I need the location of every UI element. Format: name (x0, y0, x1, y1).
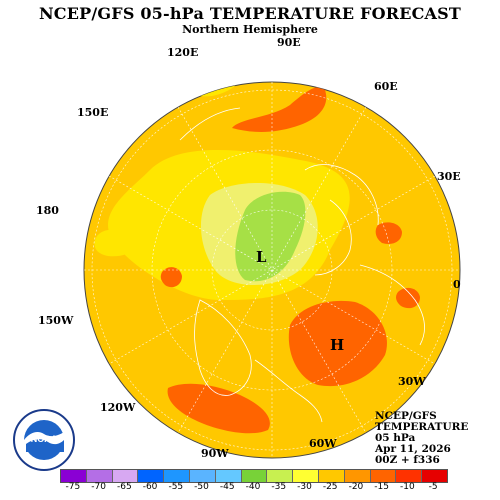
legend-swatch (241, 470, 268, 482)
legend-label: -20 (348, 482, 364, 492)
yellow-patch-west (94, 229, 136, 257)
legend-label: -70 (91, 482, 106, 492)
lon-label-120e: 120E (167, 46, 199, 59)
legend-swatch (215, 470, 242, 482)
graticule (84, 82, 460, 458)
forecast-info: NCEP/GFS TEMPERATURE 05 hPa Apr 11, 2026… (375, 411, 468, 466)
legend-label: -50 (194, 482, 209, 492)
legend-label: -5 (428, 482, 438, 492)
color-legend (60, 469, 448, 483)
lon-label-30e: 30E (437, 170, 461, 183)
page-title: NCEP/GFS 05-hPa TEMPERATURE FORECAST (38, 4, 462, 23)
lon-label-30w: 30W (398, 375, 426, 388)
warm-patch-w (160, 267, 182, 288)
legend-swatch (396, 470, 423, 482)
legend-label: -10 (400, 482, 415, 492)
legend-swatch (422, 470, 447, 482)
color-legend-labels: -75 -70 -65 -60 -55 -50 -45 -40 -35 -30 -25 -20 -15-… (0, 482, 500, 494)
legend-label: -60 (142, 482, 158, 492)
lon-label-90e: 90E (277, 36, 301, 49)
legend-swatch (112, 470, 139, 482)
lon-label-60e: 60E (374, 80, 398, 93)
high-pressure-label: H (330, 336, 345, 354)
warm-patch-nw (84, 160, 106, 185)
legend-label: -35 (271, 482, 287, 492)
lon-label-0: 0 (453, 278, 461, 291)
legend-label: -65 (116, 482, 132, 492)
lon-label-150w: 150W (38, 314, 74, 327)
info-level: 05 hPa (375, 432, 416, 444)
legend-label: -25 (322, 482, 338, 492)
legend-label: -40 (245, 482, 261, 492)
lon-label-120w: 120W (100, 401, 136, 414)
temperature-field (84, 82, 460, 458)
page-subtitle: Northern Hemisphere (182, 23, 318, 36)
legend-label: -75 (65, 482, 81, 492)
info-run: 00Z + f336 (375, 454, 440, 466)
low-pressure-label: L (256, 248, 267, 266)
legend-swatch (138, 470, 165, 482)
legend-swatch (86, 470, 113, 482)
info-field: TEMPERATURE (375, 421, 469, 433)
legend-label: -45 (219, 482, 235, 492)
legend-swatch (344, 470, 371, 482)
legend-swatch (267, 470, 294, 482)
noaa-logo-text: NOAA (31, 434, 58, 444)
warm-patch-e2 (375, 222, 402, 244)
info-model: NCEP/GFS (375, 410, 437, 422)
noaa-logo: NOAA (13, 409, 75, 471)
legend-swatch (61, 470, 87, 482)
lon-label-60w: 60W (309, 437, 337, 450)
legend-swatch (189, 470, 216, 482)
legend-label: -30 (297, 482, 312, 492)
lon-label-180: 180 (36, 204, 59, 217)
warm-patch-s (167, 383, 270, 434)
legend-swatch (370, 470, 397, 482)
lon-label-90w: 90W (201, 447, 229, 460)
info-date: Apr 11, 2026 (375, 443, 451, 455)
legend-swatch (164, 470, 190, 482)
legend-swatch (318, 470, 345, 482)
legend-swatch (293, 470, 319, 482)
warm-patch-ne (232, 87, 327, 132)
coastlines (179, 107, 425, 423)
warm-patch-e3 (396, 287, 420, 309)
legend-label: -55 (168, 482, 184, 492)
lon-label-150e: 150E (77, 106, 109, 119)
legend-label: -15 (374, 482, 390, 492)
